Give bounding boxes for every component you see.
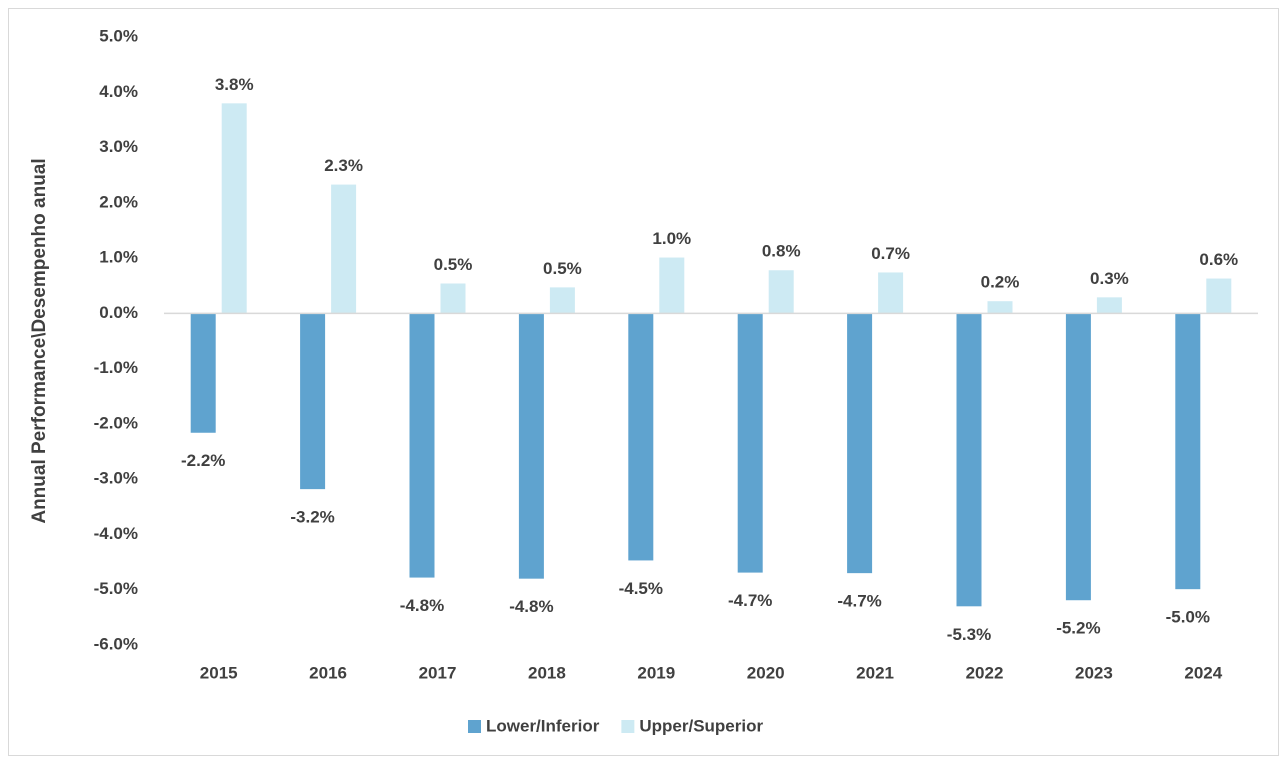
bar [221,103,247,314]
bar [331,184,357,314]
y-tick-label: 1.0% [99,248,138,267]
bar [737,313,763,573]
data-label: -4.8% [400,596,444,615]
x-tick-label: 2020 [747,663,785,682]
bar [409,313,435,578]
x-tick-label: 2018 [528,663,566,682]
data-label: 0.7% [871,244,910,263]
bar [1065,313,1091,601]
bar [549,287,575,314]
data-label: 0.3% [1090,269,1129,288]
y-tick-label: -6.0% [94,634,138,653]
data-label: 0.2% [981,273,1020,292]
y-tick-label: 2.0% [99,192,138,211]
bar [956,313,982,607]
bar [440,283,466,314]
legend-label: Upper/Superior [639,716,763,735]
data-label: 0.5% [543,259,582,278]
x-tick-label: 2019 [637,663,675,682]
data-label: 1.0% [652,229,691,248]
data-label: 3.8% [215,75,254,94]
y-tick-label: 0.0% [99,303,138,322]
data-label: -4.7% [728,591,772,610]
x-tick-label: 2024 [1184,663,1222,682]
data-label: -5.0% [1166,608,1210,627]
data-label: -4.7% [837,592,881,611]
y-axis-title: Annual Performance\Desempenho anual [29,158,50,523]
data-label: -5.3% [947,625,991,644]
x-tick-label: 2023 [1075,663,1113,682]
bar [847,313,873,574]
y-tick-label: 4.0% [99,82,138,101]
x-tick-label: 2021 [856,663,894,682]
x-tick-label: 2017 [419,663,457,682]
data-label: -2.2% [181,451,225,470]
bar [659,257,685,314]
data-label: -4.5% [619,579,663,598]
data-label: -4.8% [509,597,553,616]
data-label: 0.6% [1199,250,1238,269]
bar [518,313,544,579]
y-tick-label: 3.0% [99,137,138,156]
legend-swatch [621,720,635,733]
y-tick-label: 5.0% [99,26,138,45]
legend-swatch [468,720,481,733]
bar [190,313,216,433]
data-label: 2.3% [324,156,363,175]
data-label: -3.2% [290,508,334,527]
y-tick-label: -3.0% [94,469,138,488]
y-tick-label: -5.0% [94,579,138,598]
y-tick-label: -1.0% [94,358,138,377]
bar [300,313,326,490]
bar [1206,278,1232,314]
data-label: 0.8% [762,242,801,261]
x-tick-label: 2022 [966,663,1004,682]
bar [987,301,1013,314]
data-label: 0.5% [434,255,473,274]
y-tick-label: -4.0% [94,524,138,543]
bar [1096,297,1122,314]
y-tick-label: -2.0% [94,413,138,432]
x-tick-label: 2016 [309,663,347,682]
x-tick-label: 2015 [200,663,238,682]
data-label: -5.2% [1056,619,1100,638]
legend-label: Lower/Inferior [486,716,600,735]
bar [628,313,654,561]
bar [878,272,904,314]
bar [1175,313,1201,590]
bar [768,270,794,314]
